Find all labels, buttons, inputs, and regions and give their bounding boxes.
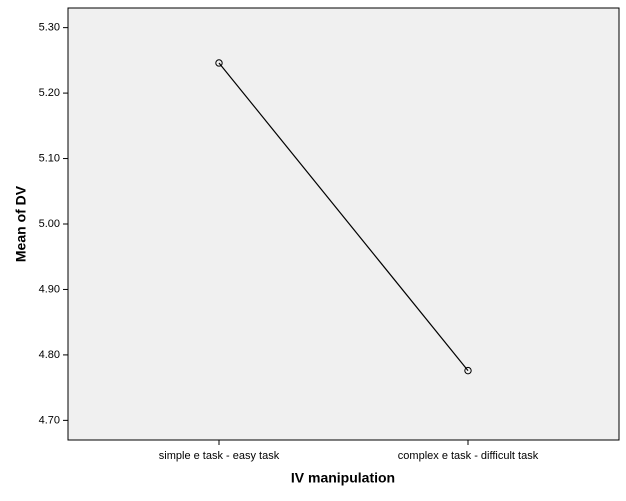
y-tick-label: 4.90	[39, 283, 60, 295]
plot-area	[67, 7, 620, 441]
data-point	[215, 59, 223, 67]
y-tick-label: 5.10	[39, 152, 60, 164]
y-tick-label: 5.30	[39, 22, 60, 34]
y-tick-label: 4.80	[39, 349, 60, 361]
x-tick-label: complex e task - difficult task	[398, 450, 539, 462]
y-axis-title: Mean of DV	[13, 185, 29, 262]
y-tick-label: 4.70	[39, 414, 60, 426]
x-tick-label: simple e task - easy task	[159, 450, 280, 462]
data-point	[464, 366, 472, 375]
data-line	[218, 62, 469, 371]
x-axis-title: IV manipulation	[291, 470, 395, 486]
y-tick-label: 5.00	[39, 218, 60, 230]
y-tick-label: 5.20	[39, 87, 60, 99]
